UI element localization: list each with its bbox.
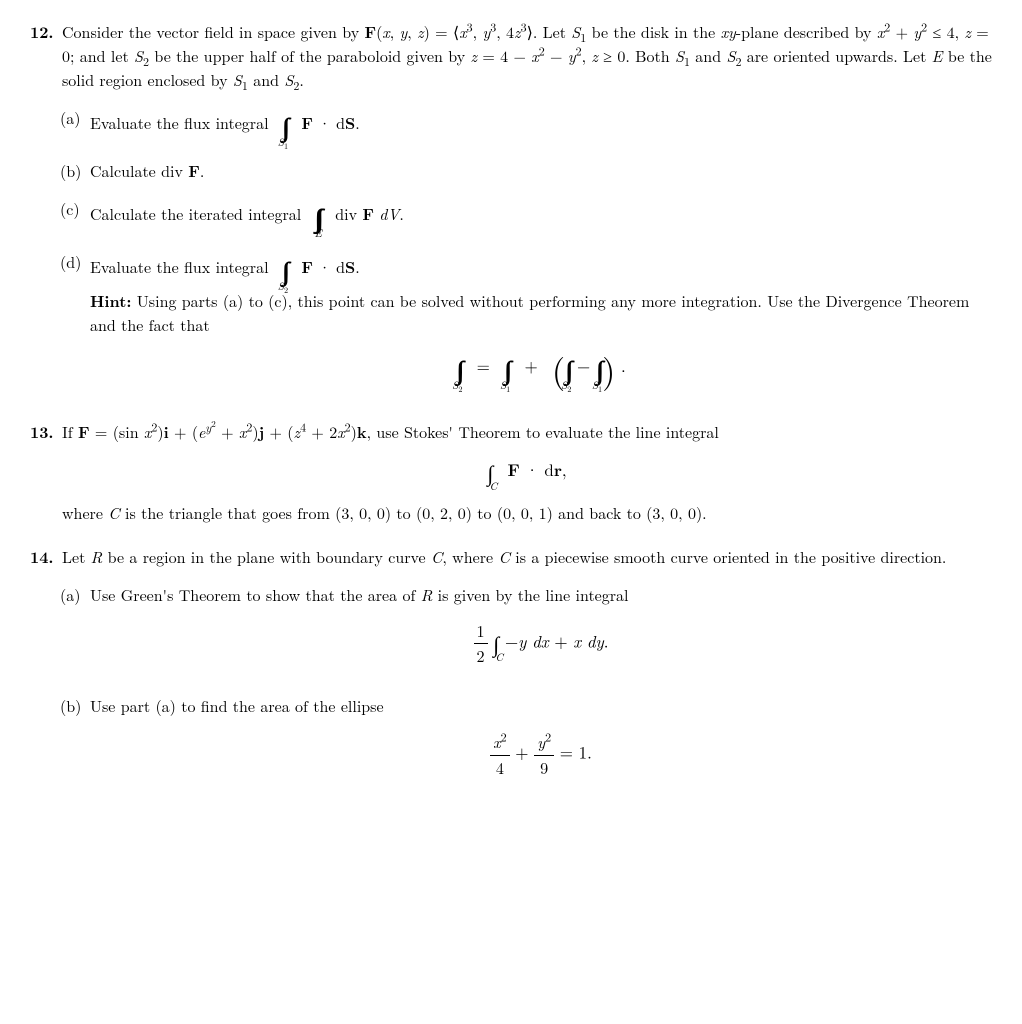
problem-intro: If F = (sin x2)i + (ey2 + x2)j + (z4 + 2… — [62, 420, 992, 444]
problem-intro: Let R be a region in the plane with boun… — [62, 545, 992, 569]
subpart-label: (d) — [60, 250, 90, 274]
problem-12: 12. Consider the vector field in space g… — [30, 20, 992, 400]
subpart-12c: (c) Calculate the iterated integral ∫∫∫E… — [60, 197, 992, 236]
subpart-label: (b) — [60, 694, 90, 718]
problem-header: 14. Let R be a region in the plane with … — [30, 545, 992, 569]
subpart-14b: (b) Use part (a) to find the area of the… — [60, 694, 992, 791]
subpart-body: Evaluate the flux integral ∫∫S2 F · dS.H… — [90, 250, 992, 400]
problem-14: 14. Let R be a region in the plane with … — [30, 545, 992, 792]
problem-body: If F = (sin x2)i + (ey2 + x2)j + (z4 + 2… — [62, 420, 992, 525]
problem-intro: Consider the vector field in space given… — [62, 20, 992, 92]
math-display: ∫∫S2 = ∫∫S1 + (∫∫S2 − ∫∫S1) . — [90, 349, 992, 388]
subpart-14a: (a) Use Green's Theorem to show that the… — [60, 583, 992, 680]
subpart-label: (a) — [60, 583, 90, 607]
subpart-12a: (a) Evaluate the flux integral ∫∫S1 F · … — [60, 106, 992, 145]
subpart-text: Use Green's Theorem to show that the are… — [90, 583, 992, 607]
problem-number: 13. — [30, 420, 62, 444]
problem-number: 14. — [30, 545, 62, 569]
subpart-text: Calculate div F. — [90, 159, 992, 183]
problem-trailing: where C is the triangle that goes from (… — [62, 501, 992, 525]
subpart-text: Evaluate the flux integral ∫∫S2 F · dS.H… — [90, 250, 992, 337]
problem-header: 12. Consider the vector field in space g… — [30, 20, 992, 92]
subpart-body: Use part (a) to find the area of the ell… — [90, 694, 992, 791]
subpart-text: Calculate the iterated integral ∫∫∫E div… — [90, 197, 992, 236]
subpart-label: (b) — [60, 159, 90, 183]
subpart-12b: (b) Calculate div F. — [60, 159, 992, 183]
math-display: 12 ∫C −y dx + x dy. — [90, 619, 992, 668]
subpart-text: Use part (a) to find the area of the ell… — [90, 694, 992, 718]
subpart-text: Evaluate the flux integral ∫∫S1 F · dS. — [90, 106, 992, 145]
subpart-label: (a) — [60, 106, 90, 130]
subpart-label: (c) — [60, 197, 90, 221]
subpart-body: Use Green's Theorem to show that the are… — [90, 583, 992, 680]
math-display: x24 + y29 = 1. — [90, 730, 992, 779]
math-display: ∫C F · dr, — [62, 456, 992, 489]
subpart-12d: (d) Evaluate the flux integral ∫∫S2 F · … — [60, 250, 992, 400]
problem-number: 12. — [30, 20, 62, 44]
problem-13: 13. If F = (sin x2)i + (ey2 + x2)j + (z4… — [30, 420, 992, 525]
problem-header: 13. If F = (sin x2)i + (ey2 + x2)j + (z4… — [30, 420, 992, 525]
